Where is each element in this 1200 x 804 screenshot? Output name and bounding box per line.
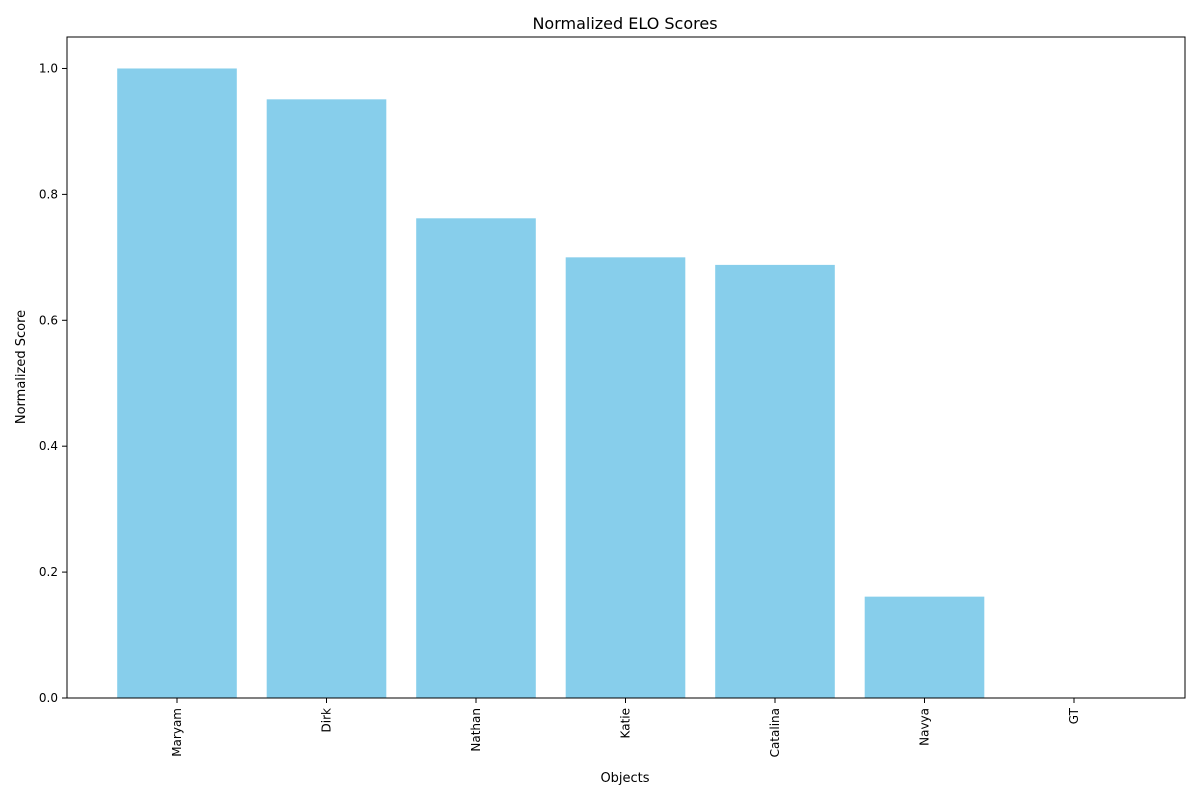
bar-katie (565, 257, 686, 698)
bar-dirk (266, 99, 387, 698)
y-tick-label: 0.4 (39, 439, 58, 453)
plot-frame (66, 36, 1186, 699)
bar-maryam (117, 68, 237, 698)
chart-title: Normalized ELO Scores (532, 14, 717, 33)
y-tick-label: 0.8 (39, 187, 58, 201)
y-axis-label: Normalized Score (14, 310, 29, 424)
bar-navya (864, 596, 985, 698)
bar-nathan (416, 218, 536, 698)
x-tick-label: Maryam (170, 708, 184, 757)
y-tick-label: 0.0 (39, 691, 58, 705)
y-tick-label: 1.0 (39, 61, 58, 75)
x-tick-label: Catalina (768, 708, 782, 757)
y-tick-label: 0.6 (39, 313, 58, 327)
bars-layer (117, 68, 985, 698)
y-axis: 0.0 0.2 0.4 0.6 0.8 1.0 (39, 61, 67, 705)
x-tick-label: Navya (918, 708, 932, 746)
x-axis: Maryam Dirk Nathan Katie Catalina Navya GT (170, 698, 1081, 757)
y-tick-label: 0.2 (39, 565, 58, 579)
x-tick-label: Nathan (469, 708, 483, 752)
bar-catalina (715, 264, 835, 698)
x-tick-label: GT (1067, 707, 1081, 724)
x-axis-label: Objects (600, 771, 649, 786)
x-tick-label: Katie (619, 708, 633, 738)
x-tick-label: Dirk (320, 708, 334, 733)
